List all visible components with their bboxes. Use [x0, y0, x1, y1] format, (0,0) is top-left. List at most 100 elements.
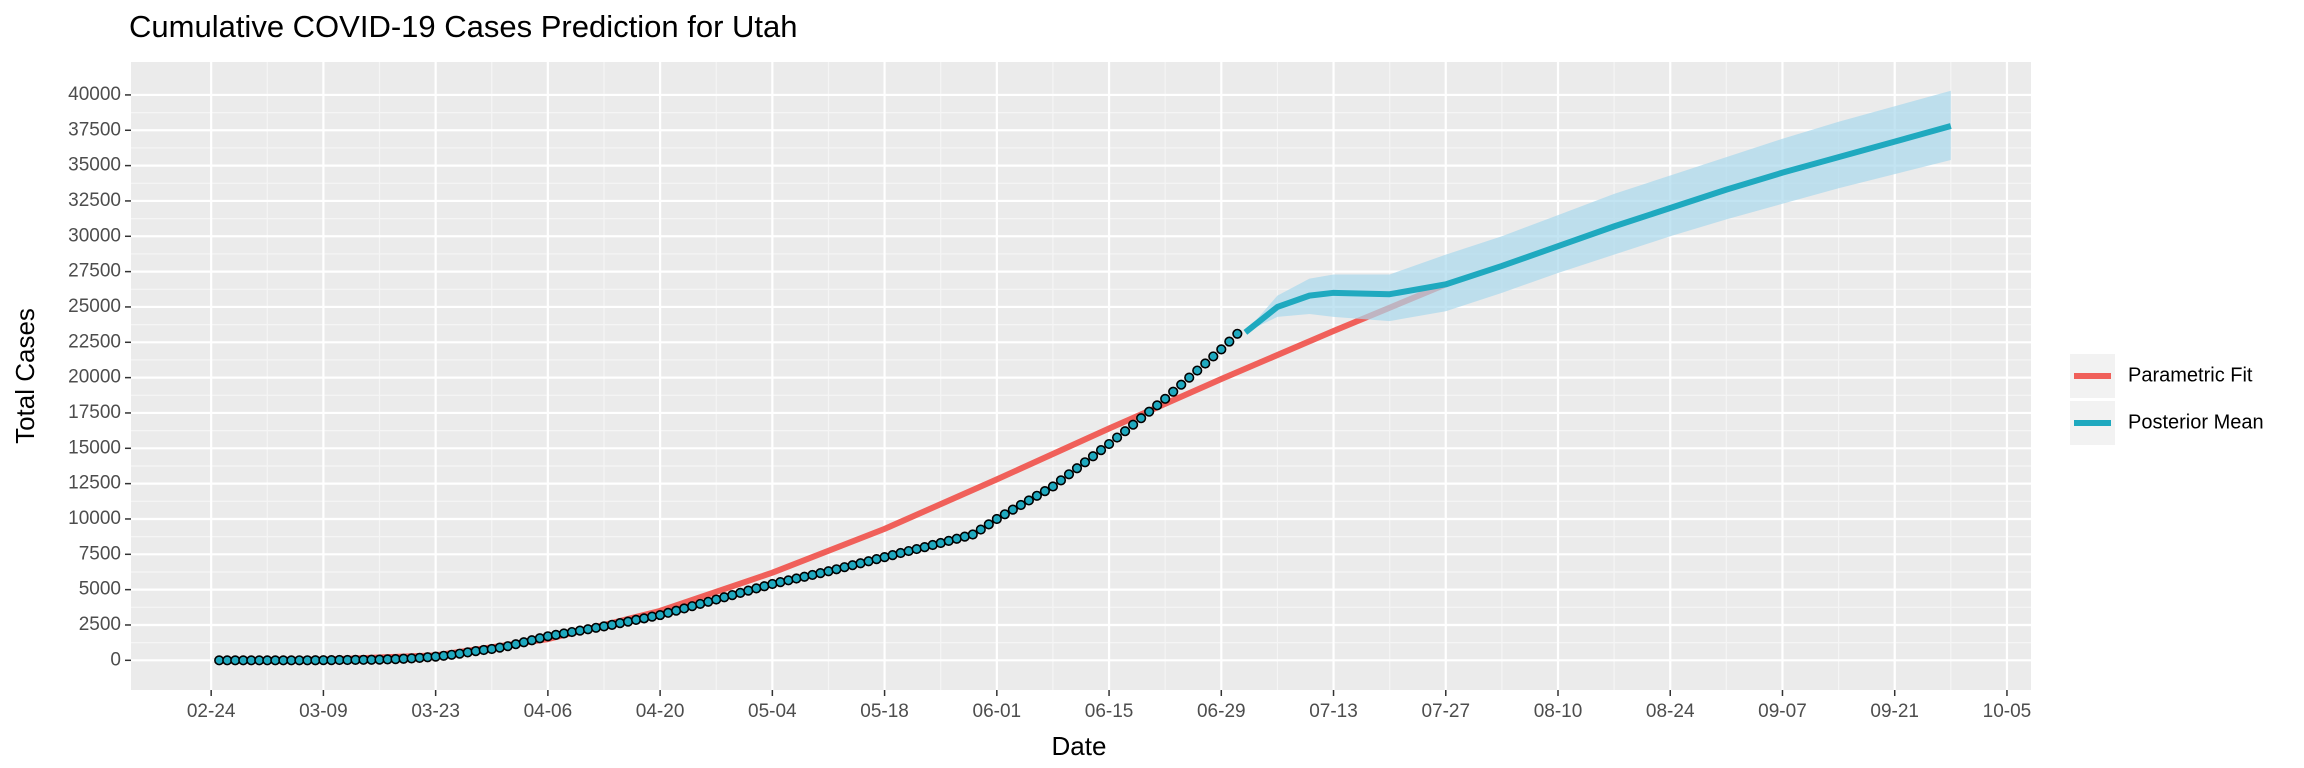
x-tick-label: 06-15: [1085, 701, 1134, 722]
x-axis-title: Date: [1052, 731, 1107, 761]
x-tick-label: 05-18: [860, 701, 909, 722]
data-point: [903, 545, 914, 557]
data-point: [582, 624, 594, 635]
data-point: [1111, 432, 1123, 443]
data-point: [1216, 344, 1227, 355]
series-line: [1243, 123, 1952, 335]
x-tick-label: 06-01: [973, 701, 1022, 722]
data-point: [630, 614, 642, 625]
data-point: [1063, 469, 1075, 480]
data-point: [1200, 358, 1211, 369]
data-point: [638, 613, 650, 624]
data-point: [1224, 336, 1235, 347]
data-point: [1047, 481, 1059, 492]
data-point: [967, 529, 978, 540]
data-point: [879, 552, 890, 563]
data-point: [542, 631, 553, 642]
x-tick-label: 08-24: [1646, 701, 1695, 722]
data-point: [510, 639, 521, 650]
data-point: [1103, 438, 1115, 450]
data-point: [1119, 426, 1131, 437]
x-tick-label: 08-10: [1534, 701, 1583, 722]
data-point: [783, 575, 794, 586]
data-point: [1023, 495, 1034, 506]
data-point: [975, 524, 986, 535]
x-tick-label: 10-05: [1983, 701, 2032, 722]
data-point: [1152, 400, 1163, 411]
y-tick-label: 37500: [68, 119, 121, 140]
x-tick-label: 09-07: [1758, 701, 1807, 722]
data-point: [1128, 419, 1139, 430]
data-point: [999, 509, 1010, 520]
x-tick-label: 03-09: [299, 701, 348, 722]
data-point: [534, 633, 545, 644]
data-point: [1232, 328, 1243, 339]
x-tick-label: 07-27: [1421, 701, 1470, 722]
data-point: [606, 619, 618, 630]
data-point: [895, 547, 906, 559]
x-tick-label: 06-29: [1197, 701, 1246, 722]
chart-title: Cumulative COVID-19 Cases Prediction for…: [129, 9, 797, 44]
data-point: [1031, 490, 1043, 501]
x-tick-label: 03-23: [411, 701, 460, 722]
y-tick-label: 35000: [68, 155, 121, 176]
data-point: [1015, 499, 1026, 511]
y-tick-label: 32500: [68, 190, 121, 211]
data-point: [823, 566, 834, 577]
y-tick-label: 25000: [68, 296, 121, 317]
data-point: [1095, 445, 1107, 456]
data-point: [590, 622, 602, 633]
y-tick-label: 7500: [79, 543, 121, 564]
y-tick-label: 5000: [79, 579, 121, 600]
data-point: [438, 650, 449, 661]
data-point: [911, 543, 922, 555]
data-point: [927, 539, 938, 551]
y-tick-label: 20000: [68, 367, 121, 388]
data-point: [855, 558, 866, 569]
y-tick-label: 15000: [68, 437, 121, 458]
data-point: [1136, 413, 1147, 424]
y-tick-label: 12500: [68, 473, 121, 494]
x-tick-label: 02-24: [187, 701, 236, 722]
data-point: [807, 569, 818, 581]
data-point: [983, 519, 994, 530]
data-point: [839, 562, 850, 573]
data-point: [470, 646, 481, 657]
data-point: [767, 578, 778, 590]
data-point: [518, 637, 529, 648]
data-point: [775, 577, 786, 588]
data-point: [646, 611, 658, 622]
data-point: [815, 568, 826, 579]
data-point: [1087, 451, 1099, 462]
data-point: [486, 643, 497, 655]
data-point: [1208, 351, 1219, 362]
data-point: [454, 648, 465, 659]
y-tick-label: 30000: [68, 225, 121, 246]
x-tick-label: 04-20: [636, 701, 685, 722]
y-tick-label: 27500: [68, 261, 121, 282]
data-point: [1184, 372, 1195, 383]
y-axis-title: Total Cases: [10, 308, 40, 444]
data-point: [1192, 365, 1203, 376]
data-point: [991, 513, 1002, 525]
data-point: [791, 573, 802, 584]
legend-label: Posterior Mean: [2128, 411, 2264, 433]
data-point: [1071, 463, 1083, 474]
data-point: [1079, 457, 1091, 468]
data-point: [614, 618, 626, 629]
y-tick-label: 0: [110, 649, 121, 670]
data-point: [598, 621, 610, 632]
data-point: [847, 560, 858, 571]
data-point: [1007, 504, 1018, 515]
data-point: [799, 571, 810, 582]
x-tick-label: 04-06: [524, 701, 573, 722]
data-point: [462, 647, 473, 658]
data-point: [1055, 475, 1067, 486]
y-tick-label: 22500: [68, 331, 121, 352]
x-tick-label: 07-13: [1309, 701, 1358, 722]
data-point: [871, 554, 882, 565]
data-point: [1176, 379, 1187, 390]
x-tick-label: 09-21: [1870, 701, 1919, 722]
